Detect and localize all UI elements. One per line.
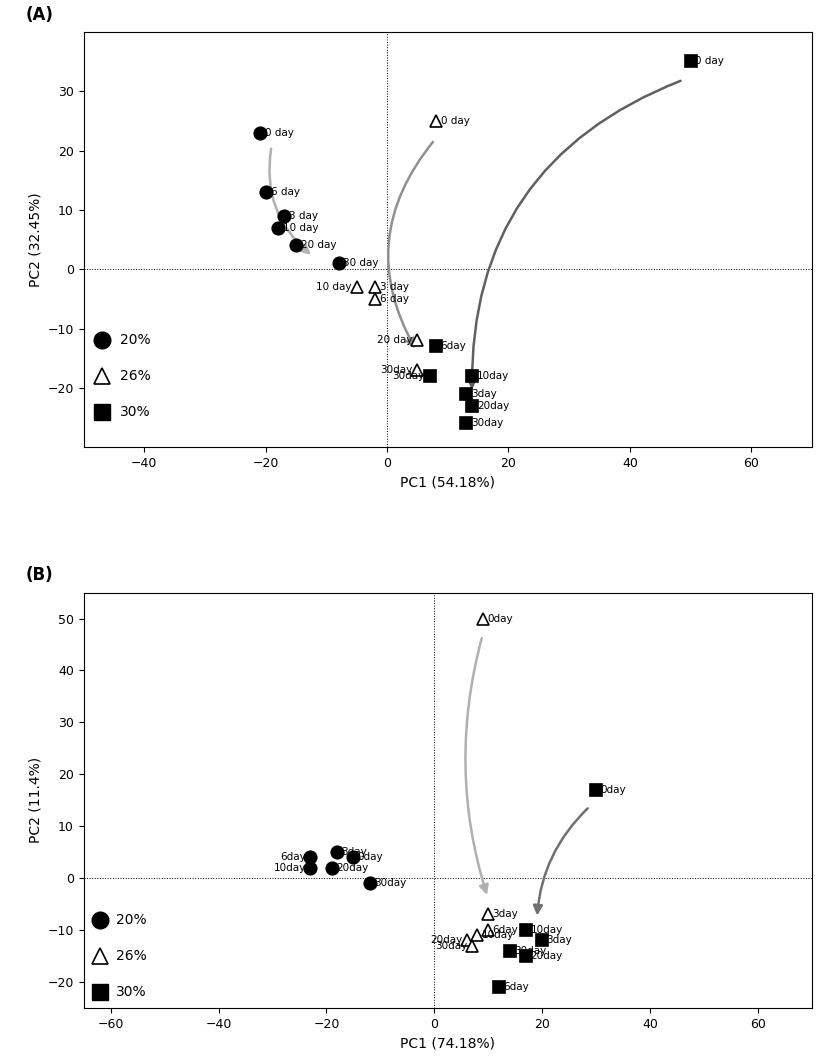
Text: 3 day: 3 day [288, 211, 318, 221]
Text: 30day: 30day [392, 371, 424, 381]
Text: 10 day: 10 day [283, 223, 318, 232]
Text: 20day: 20day [336, 863, 368, 873]
Text: 26%: 26% [120, 369, 150, 383]
Text: 6day: 6day [502, 982, 528, 992]
Text: 30%: 30% [120, 404, 150, 419]
Text: 20day: 20day [530, 951, 562, 961]
Text: (A): (A) [25, 5, 54, 23]
Text: 20%: 20% [116, 912, 146, 926]
Text: 10day: 10day [477, 371, 508, 381]
Text: 6 day: 6 day [270, 187, 299, 197]
Text: 6 day: 6 day [380, 294, 408, 303]
Text: 10day: 10day [530, 925, 562, 935]
Text: 0 day: 0 day [264, 127, 293, 138]
Text: 3day: 3day [341, 847, 367, 857]
Text: 10 day: 10 day [316, 282, 351, 292]
Text: 20day: 20day [477, 401, 508, 411]
Text: 10day: 10day [482, 930, 513, 940]
Text: 30%: 30% [116, 986, 146, 999]
Text: 20 day: 20 day [377, 335, 412, 346]
Text: 30day: 30day [513, 945, 546, 956]
X-axis label: PC1 (74.18%): PC1 (74.18%) [400, 1037, 495, 1050]
Text: 30day: 30day [471, 418, 502, 429]
Text: 20%: 20% [120, 333, 150, 347]
Text: (B): (B) [25, 567, 53, 585]
Text: 30day: 30day [374, 879, 405, 888]
Text: 6day: 6day [440, 342, 466, 351]
Text: 6day: 6day [492, 925, 517, 935]
Text: 6day: 6day [280, 852, 306, 863]
Text: 30 day: 30 day [343, 258, 379, 268]
Y-axis label: PC2 (11.4%): PC2 (11.4%) [28, 758, 42, 843]
Text: 0day: 0day [357, 852, 383, 863]
Text: 0day: 0day [487, 613, 512, 624]
Text: 20day: 20day [430, 936, 461, 945]
Text: 0 day: 0 day [440, 116, 469, 126]
Text: 3day: 3day [492, 909, 517, 920]
Text: 0day: 0day [599, 785, 625, 795]
Text: 10day: 10day [273, 863, 306, 873]
Text: 3day: 3day [471, 388, 496, 399]
Y-axis label: PC2 (32.45%): PC2 (32.45%) [28, 192, 42, 286]
Text: 30day: 30day [380, 365, 412, 375]
Text: 3day: 3day [546, 936, 572, 945]
Text: 20 day: 20 day [301, 241, 336, 250]
Text: 3 day: 3 day [380, 282, 408, 292]
Text: 26%: 26% [116, 949, 146, 963]
X-axis label: PC1 (54.18%): PC1 (54.18%) [400, 475, 495, 489]
Text: 30day: 30day [435, 941, 467, 951]
Text: 0 day: 0 day [695, 56, 723, 67]
